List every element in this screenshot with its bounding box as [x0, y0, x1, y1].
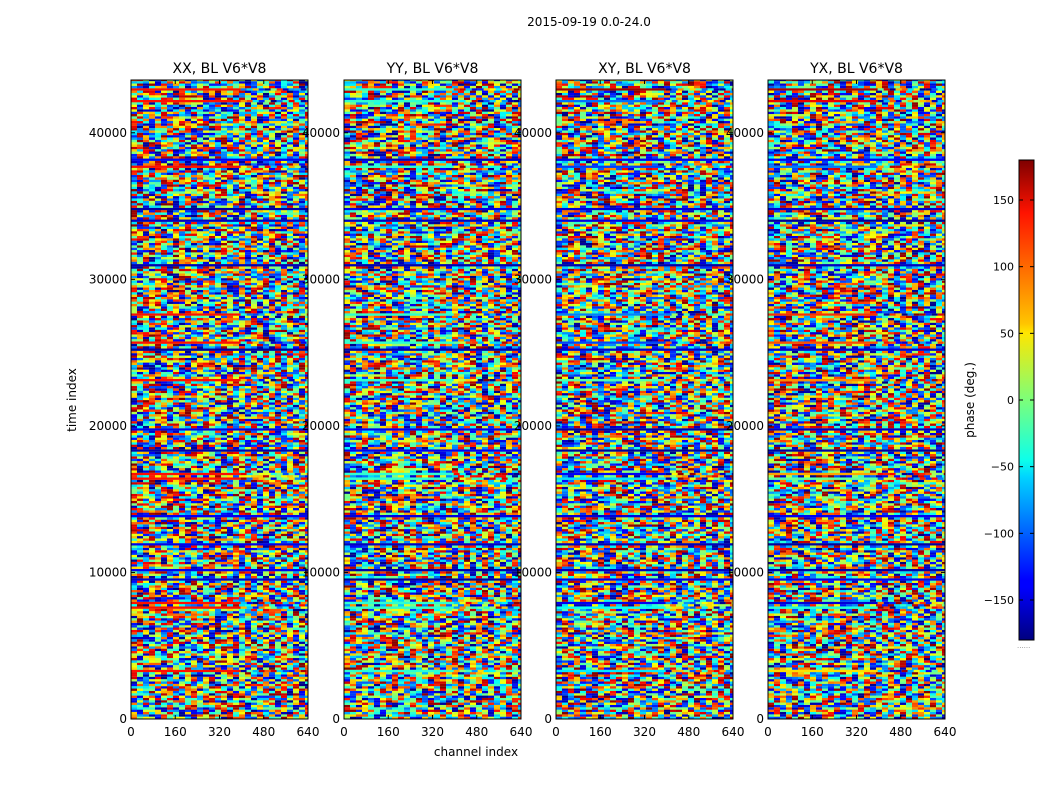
y-tick-label: 40000	[514, 126, 552, 140]
colorbar-tick-label: 0	[1007, 394, 1014, 407]
panel-yy: YY, BL V6*V8 0 160 320 480 640 0 10000 20000 3000…	[302, 61, 533, 739]
y-tick-label: 0	[544, 712, 552, 726]
panel-title: YX, BL V6*V8	[809, 61, 903, 77]
y-tick-label: 20000	[726, 419, 764, 433]
y-tick-label: 0	[119, 712, 127, 726]
colorbar-tick-label: −150	[984, 594, 1014, 607]
y-tick-label: 10000	[726, 565, 764, 579]
y-tick-label: 0	[332, 712, 340, 726]
x-tick-label: 0	[127, 725, 135, 739]
y-tick-label: 40000	[302, 126, 340, 140]
x-tick-label: 160	[164, 725, 187, 739]
x-tick-label: 160	[801, 725, 824, 739]
y-tick-label: 20000	[514, 419, 552, 433]
colorbar-tick-label: 50	[1000, 327, 1014, 340]
y-tick-label: 20000	[302, 419, 340, 433]
y-tick-label: 30000	[89, 272, 127, 286]
y-tick-label: 40000	[726, 126, 764, 140]
panel-title: XY, BL V6*V8	[598, 61, 691, 77]
colorbar-tick-label: −100	[984, 527, 1014, 540]
panel-yx: YX, BL V6*V8 0 160 320 480 640 0 10000 20000 3000…	[726, 61, 957, 739]
colorbar-footer: ......	[1017, 642, 1030, 650]
x-tick-label: 640	[722, 725, 745, 739]
panel-xx: XX, BL V6*V8 0 160 320 480 640 0 10000 20000 3000…	[89, 61, 320, 739]
phase-image	[768, 79, 950, 719]
x-tick-label: 160	[589, 725, 612, 739]
panel-title: YY, BL V6*V8	[386, 61, 479, 77]
x-tick-label: 320	[633, 725, 656, 739]
x-tick-label: 0	[340, 725, 348, 739]
colorbar-tick-label: 150	[993, 194, 1014, 207]
x-tick-label: 0	[552, 725, 560, 739]
x-tick-label: 480	[889, 725, 912, 739]
x-tick-label: 480	[465, 725, 488, 739]
x-tick-label: 480	[677, 725, 700, 739]
colorbar: 150 100 50 0 −50 −100 −150 phase (deg.)......	[963, 160, 1034, 650]
x-tick-label: 320	[845, 725, 868, 739]
panels: XX, BL V6*V8 0 160 320 480 640 0 10000 20000 3000…	[89, 61, 957, 739]
phase-image	[556, 79, 738, 719]
y-tick-label: 30000	[514, 272, 552, 286]
x-tick-label: 480	[252, 725, 275, 739]
phase-image	[344, 79, 526, 719]
y-tick-label: 30000	[726, 272, 764, 286]
y-tick-label: 30000	[302, 272, 340, 286]
phase-image	[131, 79, 313, 719]
colorbar-tick-label: −50	[991, 461, 1014, 474]
x-axis-label: channel index	[434, 745, 518, 759]
panel-title: XX, BL V6*V8	[173, 61, 267, 77]
y-axis-label: time index	[65, 368, 79, 432]
x-tick-label: 320	[421, 725, 444, 739]
y-tick-label: 10000	[89, 565, 127, 579]
colorbar-label: phase (deg.)	[963, 362, 977, 438]
colorbar-tick-label: 100	[993, 261, 1014, 274]
x-tick-label: 320	[208, 725, 231, 739]
figure-title: 2015-09-19 0.0-24.0	[527, 15, 651, 29]
panel-xy: XY, BL V6*V8 0 160 320 480 640 0 10000 20000 3000…	[514, 61, 745, 739]
y-tick-label: 20000	[89, 419, 127, 433]
x-tick-label: 640	[510, 725, 533, 739]
y-tick-label: 10000	[514, 565, 552, 579]
y-tick-label: 10000	[302, 565, 340, 579]
x-tick-label: 640	[297, 725, 320, 739]
y-tick-label: 0	[756, 712, 764, 726]
x-tick-label: 0	[764, 725, 772, 739]
y-tick-label: 40000	[89, 126, 127, 140]
x-tick-label: 160	[377, 725, 400, 739]
x-tick-label: 640	[934, 725, 957, 739]
